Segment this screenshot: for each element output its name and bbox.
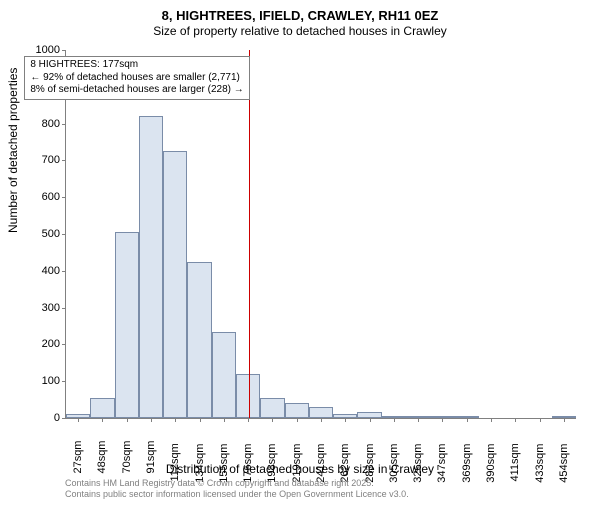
y-tick-label: 100 — [20, 375, 66, 387]
y-tick-mark — [62, 381, 66, 382]
y-tick-mark — [62, 197, 66, 198]
histogram-bar — [66, 414, 90, 418]
x-axis-label: Distribution of detached houses by size … — [0, 462, 600, 476]
y-tick-mark — [62, 160, 66, 161]
y-tick-mark — [62, 308, 66, 309]
y-tick-mark — [62, 271, 66, 272]
histogram-bar — [260, 398, 284, 418]
x-tick-mark — [321, 418, 322, 422]
y-tick-mark — [62, 344, 66, 345]
y-tick-label: 300 — [20, 302, 66, 314]
histogram-bar — [406, 416, 430, 418]
histogram-bar — [455, 416, 479, 418]
x-tick-mark — [491, 418, 492, 422]
histogram-bar — [115, 232, 139, 418]
footer-line-2: Contains public sector information licen… — [65, 489, 409, 500]
x-tick-mark — [78, 418, 79, 422]
y-tick-mark — [62, 124, 66, 125]
footer-attribution: Contains HM Land Registry data © Crown c… — [65, 478, 409, 500]
histogram-bar — [163, 151, 187, 418]
histogram-bar — [357, 412, 381, 418]
x-tick-mark — [418, 418, 419, 422]
histogram-bar — [139, 116, 163, 418]
y-tick-label: 500 — [20, 228, 66, 240]
annotation-line-1: 8 HIGHTREES: 177sqm — [30, 59, 243, 72]
y-tick-label: 800 — [20, 118, 66, 130]
y-tick-mark — [62, 418, 66, 419]
x-tick-mark — [175, 418, 176, 422]
y-tick-label: 0 — [20, 412, 66, 424]
y-tick-label: 1000 — [20, 44, 66, 56]
x-tick-mark — [224, 418, 225, 422]
x-tick-mark — [467, 418, 468, 422]
y-tick-label: 600 — [20, 191, 66, 203]
y-tick-mark — [62, 234, 66, 235]
x-tick-mark — [200, 418, 201, 422]
x-tick-mark — [248, 418, 249, 422]
histogram-bar — [552, 416, 576, 418]
y-tick-label: 700 — [20, 154, 66, 166]
histogram-bar — [382, 416, 406, 418]
annotation-line-3: 8% of semi-detached houses are larger (2… — [30, 84, 243, 97]
footer-line-1: Contains HM Land Registry data © Crown c… — [65, 478, 409, 489]
plot-area: 0100200300400500600700800900100027sqm48s… — [65, 50, 576, 419]
histogram-bar — [309, 407, 333, 418]
x-tick-mark — [345, 418, 346, 422]
x-tick-mark — [442, 418, 443, 422]
histogram-chart: 8, HIGHTREES, IFIELD, CRAWLEY, RH11 0EZ … — [0, 8, 600, 508]
x-tick-mark — [102, 418, 103, 422]
x-tick-mark — [394, 418, 395, 422]
y-tick-mark — [62, 50, 66, 51]
y-axis-label: Number of detached properties — [6, 68, 20, 233]
histogram-bar — [430, 416, 454, 418]
y-tick-label: 400 — [20, 265, 66, 277]
histogram-bar — [187, 262, 211, 418]
chart-subtitle: Size of property relative to detached ho… — [0, 24, 600, 38]
x-tick-mark — [370, 418, 371, 422]
annotation-line-2: ← 92% of detached houses are smaller (2,… — [30, 72, 243, 85]
marker-line — [249, 50, 250, 418]
histogram-bar — [333, 414, 357, 418]
x-tick-mark — [151, 418, 152, 422]
histogram-bar — [90, 398, 114, 418]
x-tick-mark — [297, 418, 298, 422]
histogram-bar — [285, 403, 309, 418]
y-tick-label: 200 — [20, 338, 66, 350]
marker-annotation: 8 HIGHTREES: 177sqm ← 92% of detached ho… — [24, 56, 249, 100]
x-tick-mark — [272, 418, 273, 422]
x-tick-mark — [127, 418, 128, 422]
x-tick-mark — [540, 418, 541, 422]
x-tick-mark — [515, 418, 516, 422]
chart-title: 8, HIGHTREES, IFIELD, CRAWLEY, RH11 0EZ — [0, 8, 600, 24]
histogram-bar — [212, 332, 236, 418]
x-tick-mark — [564, 418, 565, 422]
